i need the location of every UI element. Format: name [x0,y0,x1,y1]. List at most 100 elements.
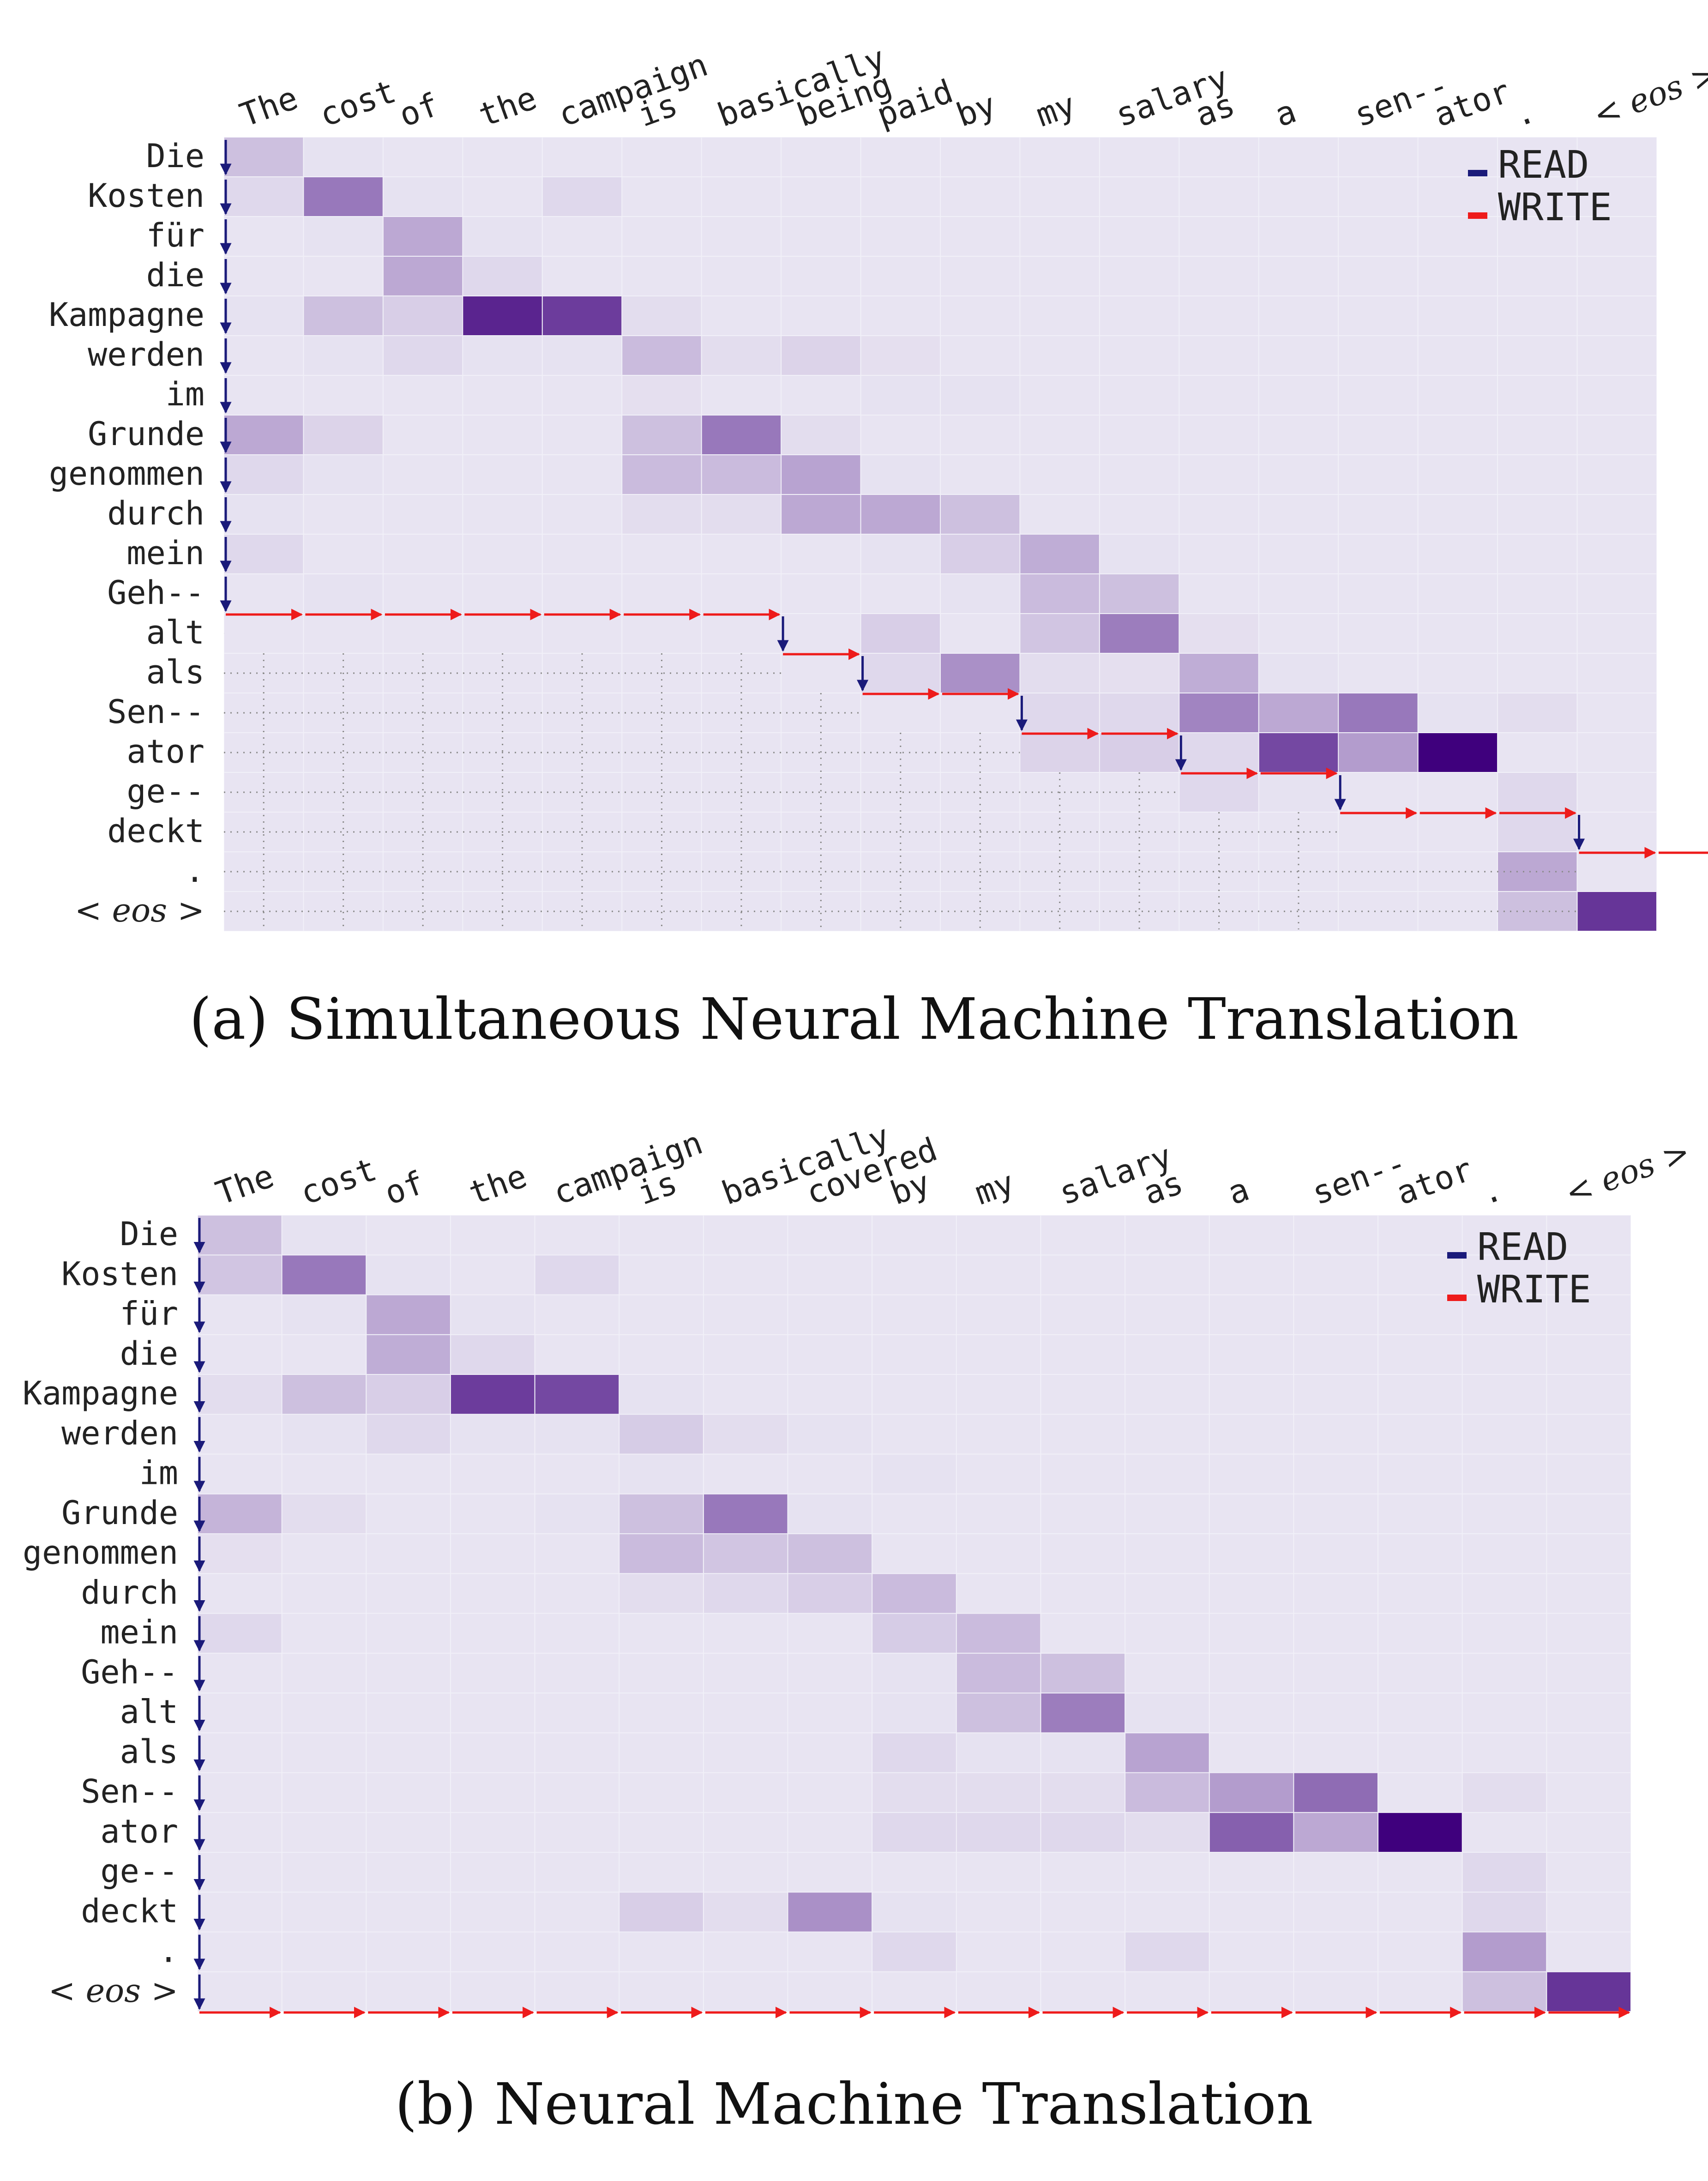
y-tick-label: als [146,653,204,691]
heatmap-cell [282,1295,366,1334]
x-tick-label: The [235,79,303,134]
heatmap-cell [956,1216,1040,1255]
heatmap-cell [1100,733,1179,772]
heatmap-cell [872,1295,956,1334]
heatmap-cell [1577,138,1656,176]
heatmap-cell [1041,1773,1125,1812]
heatmap-cell [1378,1932,1462,1971]
heatmap-cell [1378,1813,1462,1852]
heatmap-cell [702,336,781,375]
heatmap-cell [1294,1494,1377,1534]
heatmap-cell [941,535,1020,573]
heatmap-cell [367,1932,450,1971]
x-tick-label: . [1509,92,1540,134]
heatmap-cell [535,1932,619,1971]
heatmap-cell [383,257,463,295]
heatmap-cell [304,852,383,891]
heatmap-cell [1125,1534,1209,1573]
heatmap-cell [224,574,303,613]
heatmap-cell [1294,1853,1377,1892]
heatmap-cell [872,1335,956,1374]
heatmap-cell [1577,693,1656,732]
heatmap-cell [1462,1693,1546,1733]
heatmap-cell [702,376,781,415]
heatmap-cell [198,1335,282,1374]
heatmap-cell [1125,1972,1209,2012]
heatmap-cell [1294,1773,1377,1812]
heatmap-cell [941,574,1020,613]
heatmap-cell [788,1773,872,1812]
heatmap-cell [782,535,860,573]
heatmap-cell [1041,1932,1125,1971]
heatmap-cell [1020,693,1099,732]
heatmap-cell [1125,1653,1209,1693]
heatmap-cell [782,614,860,653]
heatmap-cell [1100,296,1179,335]
heatmap-cell [782,892,860,931]
heatmap-cell [1498,773,1577,812]
heatmap-cell [1339,574,1418,613]
heatmap-cell [704,1375,788,1414]
heatmap-cell [622,813,701,851]
heatmap-cell [1577,654,1656,693]
heatmap-cell [622,177,701,216]
heatmap-cell [1125,1216,1209,1255]
heatmap-cell [383,217,463,256]
heatmap-cell [619,1255,703,1295]
heatmap-cell [198,1216,282,1255]
heatmap-cell [383,892,463,931]
heatmap-cell [941,336,1020,375]
heatmap-cell [941,614,1020,653]
heatmap-cell [1547,1773,1630,1812]
heatmap-cell [383,773,463,812]
heatmap-cell [1577,296,1656,335]
heatmap-cell [1020,852,1099,891]
heatmap-cell [304,138,383,176]
heatmap-cell [1339,733,1418,772]
heatmap-cell [1100,574,1179,613]
heatmap-cell [1547,1415,1630,1454]
heatmap-cell [1418,376,1498,415]
heatmap-cell [704,1415,788,1454]
heatmap-cell [1179,892,1258,931]
heatmap-cell [1498,733,1577,772]
heatmap-cell [1259,376,1338,415]
heatmap-cell [224,535,303,573]
heatmap-cell [782,813,860,851]
heatmap-cell [198,1295,282,1334]
heatmap-cell [622,336,701,375]
legend-read-label: READ [1477,1225,1568,1269]
heatmap-cell [1179,693,1258,732]
heatmap-cell [383,852,463,891]
heatmap-cell [704,1335,788,1374]
heatmap-cell [788,1255,872,1295]
heatmap-cell [1577,257,1656,295]
heatmap-cell [941,455,1020,494]
heatmap-cell [535,1972,619,2012]
panel-a-guides [224,653,1577,929]
heatmap-cell [1209,1454,1293,1494]
heatmap-cell [1498,177,1577,216]
heatmap-cell [1462,1295,1546,1334]
heatmap-cell [956,1813,1040,1852]
heatmap-cell [1020,733,1099,772]
heatmap-cell [282,1534,366,1573]
heatmap-cell [788,1972,872,2012]
heatmap-cell [1378,1534,1462,1573]
heatmap-cell [1125,1773,1209,1812]
heatmap-cell [788,1892,872,1932]
heatmap-cell [1209,1216,1293,1255]
heatmap-cell [198,1813,282,1852]
heatmap-cell [1547,1534,1630,1573]
heatmap-cell [1041,1534,1125,1573]
heatmap-cell [224,614,303,653]
heatmap-cell [788,1216,872,1255]
heatmap-cell [224,495,303,534]
heatmap-cell [1209,1972,1293,2012]
heatmap-cell [704,1216,788,1255]
heatmap-cell [1209,1614,1293,1653]
heatmap-cell [622,138,701,176]
heatmap-cell [1020,535,1099,573]
y-tick-label: mein [100,1614,178,1651]
